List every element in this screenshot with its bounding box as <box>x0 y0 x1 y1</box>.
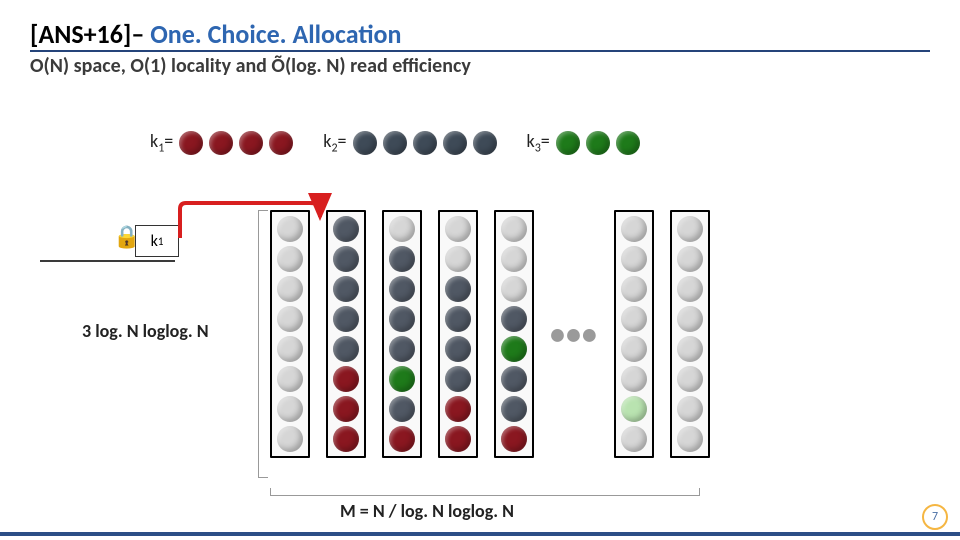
bins-ellipsis: ••• <box>550 314 598 354</box>
bin-ball <box>445 396 471 422</box>
bin-ball <box>621 306 647 332</box>
bin-ball <box>277 366 303 392</box>
bin-ball <box>277 336 303 362</box>
bin-ball <box>677 306 703 332</box>
bin-ball <box>333 216 359 242</box>
slide-title: [ANS+16]– One. Choice. Allocation <box>30 18 930 52</box>
bin-ball <box>677 366 703 392</box>
width-label: M = N / log. N loglog. N <box>340 500 514 522</box>
bin-ball <box>501 306 527 332</box>
bin-ball <box>501 366 527 392</box>
bin-ball <box>501 246 527 272</box>
bin-ball <box>333 426 359 452</box>
bin-ball <box>677 276 703 302</box>
bin-ball <box>333 306 359 332</box>
lock-underline <box>40 260 175 262</box>
bin-ball <box>389 336 415 362</box>
key-ball <box>413 131 437 155</box>
bin <box>326 210 366 458</box>
bin <box>270 210 310 458</box>
bin-ball <box>333 246 359 272</box>
key-group-1: k1= <box>150 130 293 156</box>
key-ball <box>239 131 263 155</box>
key-ball <box>473 131 497 155</box>
bin-ball <box>389 396 415 422</box>
bin-ball <box>445 216 471 242</box>
bin-ball <box>333 366 359 392</box>
bin-ball <box>621 276 647 302</box>
bin-ball <box>501 426 527 452</box>
bin-ball <box>445 336 471 362</box>
bin-ball <box>677 426 703 452</box>
bin <box>494 210 534 458</box>
key-label: k3= <box>527 130 550 156</box>
key-ball <box>269 131 293 155</box>
key-group-2: k2= <box>323 130 496 156</box>
bin-ball <box>277 216 303 242</box>
bin-ball <box>277 246 303 272</box>
bin-ball <box>389 276 415 302</box>
height-bracket <box>258 210 268 478</box>
key-ball <box>616 131 640 155</box>
bin-ball <box>445 426 471 452</box>
slide-subtitle: O(N) space, O(1) locality and Õ(log. N) … <box>30 54 930 78</box>
bin-ball <box>389 366 415 392</box>
bin-ball <box>277 306 303 332</box>
bin-ball <box>621 336 647 362</box>
bin-ball <box>677 246 703 272</box>
bin-ball <box>501 336 527 362</box>
title-blue: One. Choice. Allocation <box>150 18 401 50</box>
bin-ball <box>501 216 527 242</box>
key-legend-row: k1= k2= k3= <box>150 130 640 156</box>
key-ball <box>353 131 377 155</box>
width-bracket <box>270 488 700 496</box>
bin-ball <box>277 276 303 302</box>
bin-ball <box>333 396 359 422</box>
key-ball <box>556 131 580 155</box>
bin-ball <box>333 276 359 302</box>
bin-ball <box>445 276 471 302</box>
bin-ball <box>445 246 471 272</box>
bin <box>382 210 422 458</box>
key-ball <box>443 131 467 155</box>
bin-ball <box>501 276 527 302</box>
key-ball <box>586 131 610 155</box>
key-label: k2= <box>323 130 346 156</box>
bin-ball <box>389 246 415 272</box>
bin-ball <box>677 336 703 362</box>
key-ball <box>209 131 233 155</box>
key-label: k1= <box>150 130 173 156</box>
bins-row: ••• <box>270 210 740 458</box>
bin <box>670 210 710 458</box>
title-prefix: [ANS+16]– <box>30 18 150 50</box>
bin-ball <box>677 216 703 242</box>
bin-ball <box>621 216 647 242</box>
bin-ball <box>501 396 527 422</box>
bin-ball <box>621 426 647 452</box>
bin-ball <box>389 306 415 332</box>
height-label: 3 log. N loglog. N <box>82 320 209 342</box>
bin-ball <box>621 396 647 422</box>
bin-ball <box>621 366 647 392</box>
bin-ball <box>277 396 303 422</box>
bin-ball <box>389 216 415 242</box>
bin <box>438 210 478 458</box>
key-group-3: k3= <box>527 130 640 156</box>
bin <box>614 210 654 458</box>
page-number-badge: 7 <box>922 504 948 530</box>
footer-rule <box>0 532 960 536</box>
bin-ball <box>277 426 303 452</box>
bin-ball <box>621 246 647 272</box>
key-ball <box>383 131 407 155</box>
title-area: [ANS+16]– One. Choice. Allocation O(N) s… <box>30 18 930 78</box>
bin-ball <box>445 366 471 392</box>
bin-ball <box>333 336 359 362</box>
bin-ball <box>445 306 471 332</box>
bin-ball <box>389 426 415 452</box>
key-ball <box>179 131 203 155</box>
bins-diagram: ••• <box>270 210 740 458</box>
bin-ball <box>677 396 703 422</box>
